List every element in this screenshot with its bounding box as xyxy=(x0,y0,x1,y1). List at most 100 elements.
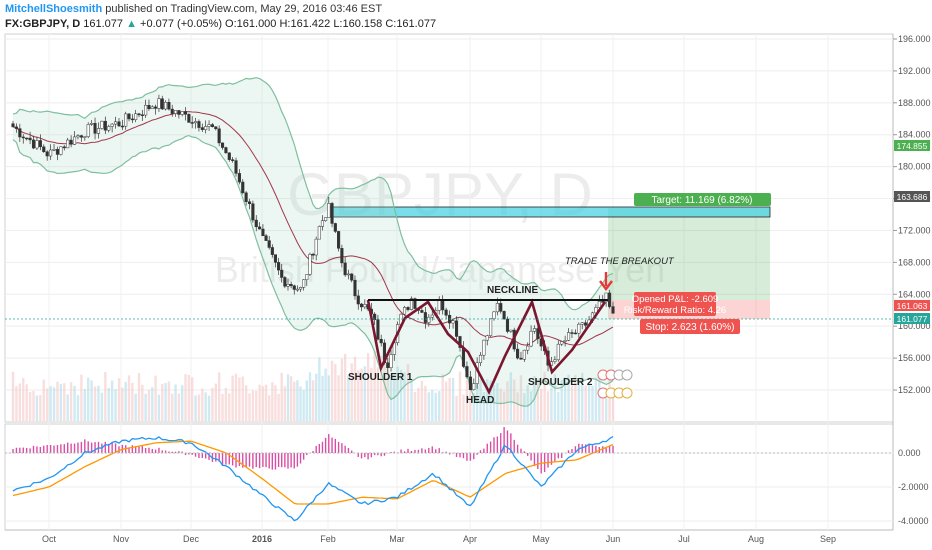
candle-body xyxy=(140,114,144,116)
candle-body xyxy=(210,124,214,127)
volume-bar xyxy=(553,374,557,421)
candle-body xyxy=(21,136,25,139)
target-label: Target: 11.169 (6.82%) xyxy=(652,195,753,206)
price-badges: 174.855 163.686 161.063 161.077 xyxy=(894,140,930,324)
candle-body xyxy=(261,228,265,236)
lower-band xyxy=(12,134,614,407)
candle-body xyxy=(286,284,290,287)
volume-bar xyxy=(584,385,587,421)
volume-bar xyxy=(598,375,601,421)
candle-body xyxy=(420,310,424,313)
volume-bar xyxy=(228,393,231,421)
volume-bar xyxy=(141,384,144,421)
candle-body xyxy=(270,247,274,255)
candle-body xyxy=(86,124,90,137)
macd-indicator xyxy=(5,427,893,522)
volume-bar xyxy=(363,366,367,421)
candle-body xyxy=(241,181,245,194)
candle-body xyxy=(144,104,148,116)
author-link[interactable]: MitchellShoesmith xyxy=(5,3,103,15)
volume-bar xyxy=(516,392,519,421)
candle-body xyxy=(207,124,211,127)
entry-price-badge xyxy=(894,191,930,202)
candle-body xyxy=(536,328,540,340)
volume-bar xyxy=(197,394,201,421)
time-tick-label: Dec xyxy=(183,534,200,544)
volume-bar xyxy=(308,372,312,421)
volume-bar xyxy=(327,375,330,421)
volume-bar xyxy=(76,395,80,421)
volume-bar xyxy=(124,381,127,421)
volume-bar xyxy=(184,374,187,421)
candle-body xyxy=(214,126,218,130)
volume-bar xyxy=(90,380,93,421)
candles xyxy=(11,94,615,391)
volume-bar xyxy=(251,390,255,421)
candle-body xyxy=(170,108,174,114)
event-count-icon[interactable] xyxy=(621,369,633,381)
candle-body xyxy=(320,220,325,227)
price-tick-label: 180.000 xyxy=(898,162,931,172)
candle-body xyxy=(227,152,231,160)
volume-bar xyxy=(403,372,406,421)
volume-bar xyxy=(231,375,234,421)
candle-body xyxy=(283,277,287,287)
volume-bar xyxy=(543,371,546,421)
volume-bar xyxy=(194,395,197,421)
candle-body xyxy=(311,253,315,256)
volume-bar xyxy=(93,386,97,421)
volume-bar xyxy=(73,385,76,421)
candle-body xyxy=(454,320,459,337)
volume-bar xyxy=(376,367,380,421)
volume-bar xyxy=(261,386,265,421)
high-value: H:161.422 xyxy=(279,18,331,30)
volume-bar xyxy=(330,360,334,421)
volume-bar xyxy=(469,390,472,421)
volume-bar xyxy=(424,385,427,421)
volume-bar xyxy=(451,377,455,421)
stop-label-box xyxy=(640,319,740,334)
volume-bar xyxy=(107,387,110,421)
candle-body xyxy=(137,113,141,116)
volume-bar xyxy=(25,384,28,421)
candle-body xyxy=(502,311,506,320)
volume-bar xyxy=(318,357,321,421)
volume-bar xyxy=(350,363,353,421)
volume-bar xyxy=(438,391,441,421)
volume-bar xyxy=(506,381,509,421)
volume-bar xyxy=(343,353,347,421)
volume-bar xyxy=(373,351,376,421)
candle-body xyxy=(160,98,164,110)
candle-body xyxy=(573,332,577,335)
bollinger-bands xyxy=(12,77,614,407)
target-price-text: 174.855 xyxy=(897,141,928,151)
candle-body xyxy=(52,149,56,151)
volume-bar xyxy=(475,375,479,421)
macd-tick-label: 0.000 xyxy=(898,448,921,458)
time-tick-label: Sep xyxy=(820,534,836,544)
volume-bar xyxy=(523,393,526,421)
volume-bar xyxy=(366,352,370,421)
volume-bar xyxy=(526,385,529,421)
candle-body xyxy=(72,136,77,145)
candle-body xyxy=(379,338,383,344)
volume-bar xyxy=(221,393,224,421)
candle-body xyxy=(237,173,241,183)
event-flags[interactable] xyxy=(597,369,633,399)
candle-body xyxy=(509,329,513,332)
candle-body xyxy=(324,217,328,221)
volume-bar xyxy=(80,374,83,421)
volume-bar xyxy=(591,385,594,421)
candle-body xyxy=(409,298,414,310)
volume-bars xyxy=(11,351,615,421)
candle-body xyxy=(427,316,431,323)
candle-body xyxy=(224,147,228,154)
candle-body xyxy=(76,135,80,138)
volume-bar xyxy=(581,372,584,421)
up-arrow-icon: ▲ xyxy=(126,18,137,30)
volume-bar xyxy=(383,355,386,421)
volume-bar xyxy=(513,379,516,421)
candle-body xyxy=(197,121,201,128)
event-count-icon[interactable] xyxy=(621,387,633,399)
